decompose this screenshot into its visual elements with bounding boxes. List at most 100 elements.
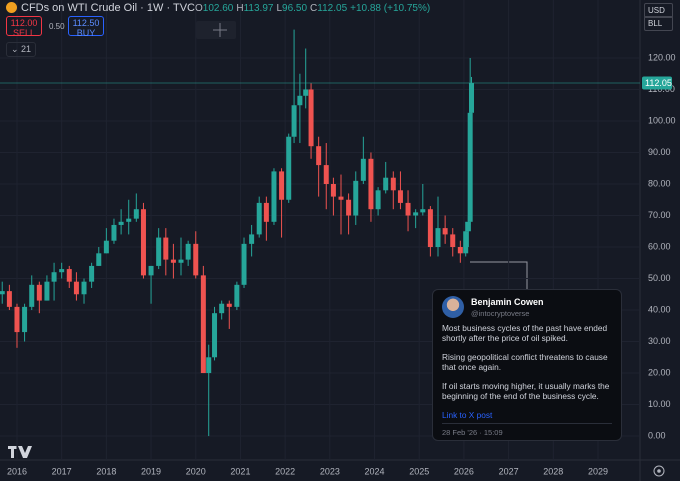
candle-body [308,89,314,147]
tweet-link[interactable]: Link to X post [442,410,493,420]
sell-label: SELL [12,28,36,38]
tweet-date: 28 Feb '26 · 15:09 [442,428,503,437]
candle-body [133,209,139,219]
candle-body [140,209,146,276]
x-tick-label: 2021 [230,466,250,476]
candle-body [234,284,240,307]
separator [442,423,612,424]
candle-body [163,237,169,260]
y-tick-label: 70.00 [648,210,671,220]
tweet-handle: @intocryptoverse [471,309,530,318]
last-price-label: 112.05 [645,78,672,88]
candle-body [450,234,456,248]
candle-body [249,234,255,244]
ohlc-value: 102.60 [202,3,234,14]
y-tick-label: 20.00 [648,367,671,377]
candle-body [59,269,65,273]
currency-button[interactable]: USD [644,3,673,18]
spread: 0.50 [49,22,65,31]
candle-body [96,253,102,266]
buy-button[interactable]: 112.50 BUY [68,16,104,38]
candle-body [29,284,35,307]
candle-body [148,265,154,276]
unit-button[interactable]: BLL [644,16,673,31]
candle-body [427,209,433,248]
x-tick-label: 2022 [275,466,295,476]
settings-icon-core [657,469,661,473]
candle-body [338,196,344,200]
y-tick-label: 10.00 [648,399,671,409]
candles [0,29,475,437]
ohlc-key: O [195,3,203,14]
candle-body [390,177,396,191]
ohlc-key: L [276,3,283,14]
candle-body [353,180,359,216]
x-tick-label: 2027 [499,466,519,476]
last-price-tag [642,76,672,90]
candle-body [297,95,303,106]
candle-body [6,291,12,307]
y-tick-label: 80.00 [648,178,671,188]
candle-body [413,212,419,216]
ohlc-key: C [310,3,318,14]
settings-icon[interactable] [653,465,665,477]
candle-body [291,105,297,137]
x-tick-label: 2017 [52,466,72,476]
candle-body [457,247,463,254]
crosshair-icon [213,23,227,37]
symbol-icon [6,2,17,13]
candle-body [271,171,277,222]
candle-body [465,221,471,232]
candle-body [44,281,50,301]
indicators-toggle[interactable]: ⌄ 21 [6,42,37,57]
candle-body [0,291,5,295]
ohlc-key: H [236,3,244,14]
x-tick-label: 2028 [543,466,563,476]
x-tick-label: 2019 [141,466,161,476]
candle-body [226,303,232,307]
candle-body [360,158,366,181]
candle-body [303,89,309,96]
candle-body [219,303,225,314]
x-tick-label: 2025 [409,466,429,476]
candle-body [193,243,199,276]
candle-body [279,171,285,200]
candle-body [73,281,79,295]
tweet-paragraph: If oil starts moving higher, it usually … [442,381,610,401]
candle-body [178,259,184,263]
candle-body [323,165,329,184]
buy-label: BUY [76,28,96,38]
candle-body [185,243,191,260]
y-tick-label: 30.00 [648,336,671,346]
ohlc-legend: O102.60 H113.97 L96.50 C112.05 +10.88 (+10.7… [195,3,430,14]
symbol-header[interactable]: CFDs on WTI Crude Oil · 1W · TVC [6,2,195,14]
x-tick-label: 2018 [96,466,116,476]
candle-body [375,190,381,210]
tweet-card: Benjamin Cowen @intocryptoverse Most bus… [432,289,622,441]
y-tick-label: 50.00 [648,273,671,283]
candle-body [368,158,374,210]
ohlc-change: +10.88 (+10.75%) [350,3,431,14]
candle-body [170,259,176,263]
sell-price: 112.00 [10,18,38,28]
candle-body [66,269,72,282]
candle-body [442,228,448,235]
sell-button[interactable]: 112.00 SELL [6,16,42,38]
candle-body [103,240,109,254]
candle-body [212,313,218,358]
candle-body [346,199,352,216]
candle-body [81,281,87,295]
x-tick-label: 2023 [320,466,340,476]
candle-body [383,177,389,191]
symbol-title: CFDs on WTI Crude Oil · 1W · TVC [21,2,195,14]
candle-body [256,202,262,235]
candle-body [241,243,247,285]
tv-logo [8,446,32,458]
candle-body [126,218,132,222]
candle-body [89,265,95,282]
y-tick-label: 40.00 [648,304,671,314]
ohlc-value: 112.05 [317,3,348,14]
candle-body [263,202,269,222]
